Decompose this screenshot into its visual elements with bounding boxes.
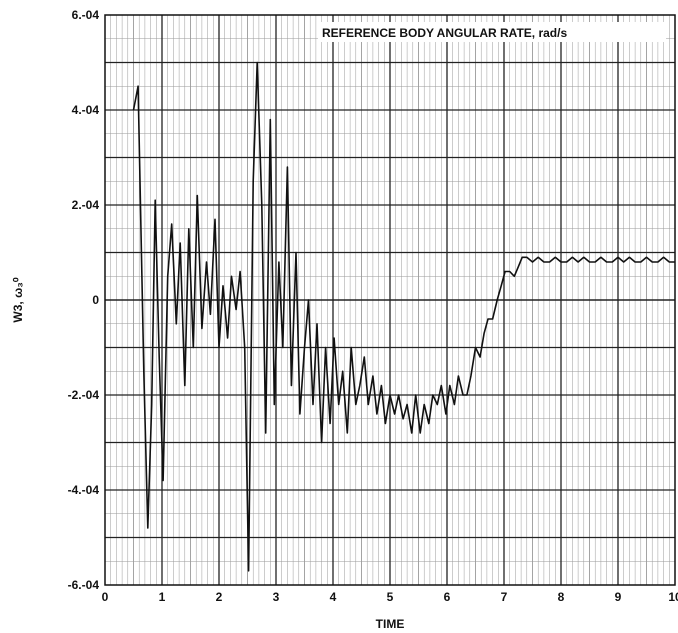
y-tick-label: 2.-04	[72, 198, 100, 212]
x-tick-label: 2	[216, 590, 223, 604]
x-tick-label: 3	[273, 590, 280, 604]
y-tick-labels: 6.-04 4.-04 2.-04 0 -2.-04 -4.-04 -6.-04	[68, 8, 100, 592]
y-tick-label: -2.-04	[68, 388, 100, 402]
y-tick-label: -6.-04	[68, 578, 100, 592]
x-axis-label: TIME	[376, 617, 405, 631]
x-tick-label: 0	[102, 590, 109, 604]
x-tick-label: 9	[615, 590, 622, 604]
x-tick-label: 5	[387, 590, 394, 604]
y-axis-label: W3, ω₃⁰	[11, 277, 25, 322]
x-tick-label: 10	[668, 590, 678, 604]
y-tick-label: 0	[92, 293, 99, 307]
x-tick-label: 4	[330, 590, 337, 604]
x-tick-label: 7	[501, 590, 508, 604]
series-line	[132, 61, 675, 572]
x-tick-label: 6	[444, 590, 451, 604]
y-tick-label: 6.-04	[72, 8, 100, 22]
major-grid	[105, 15, 675, 585]
x-tick-label: 8	[558, 590, 565, 604]
plot-frame	[104, 14, 676, 586]
title-box	[318, 22, 666, 42]
y-tick-label: 4.-04	[72, 103, 100, 117]
x-tick-labels: 0 1 2 3 4 5 6 7 8 9 10	[102, 590, 678, 604]
chart-title: REFERENCE BODY ANGULAR RATE, rad/s	[322, 26, 567, 40]
y-tick-label: -4.-04	[68, 483, 100, 497]
x-tick-label: 1	[159, 590, 166, 604]
